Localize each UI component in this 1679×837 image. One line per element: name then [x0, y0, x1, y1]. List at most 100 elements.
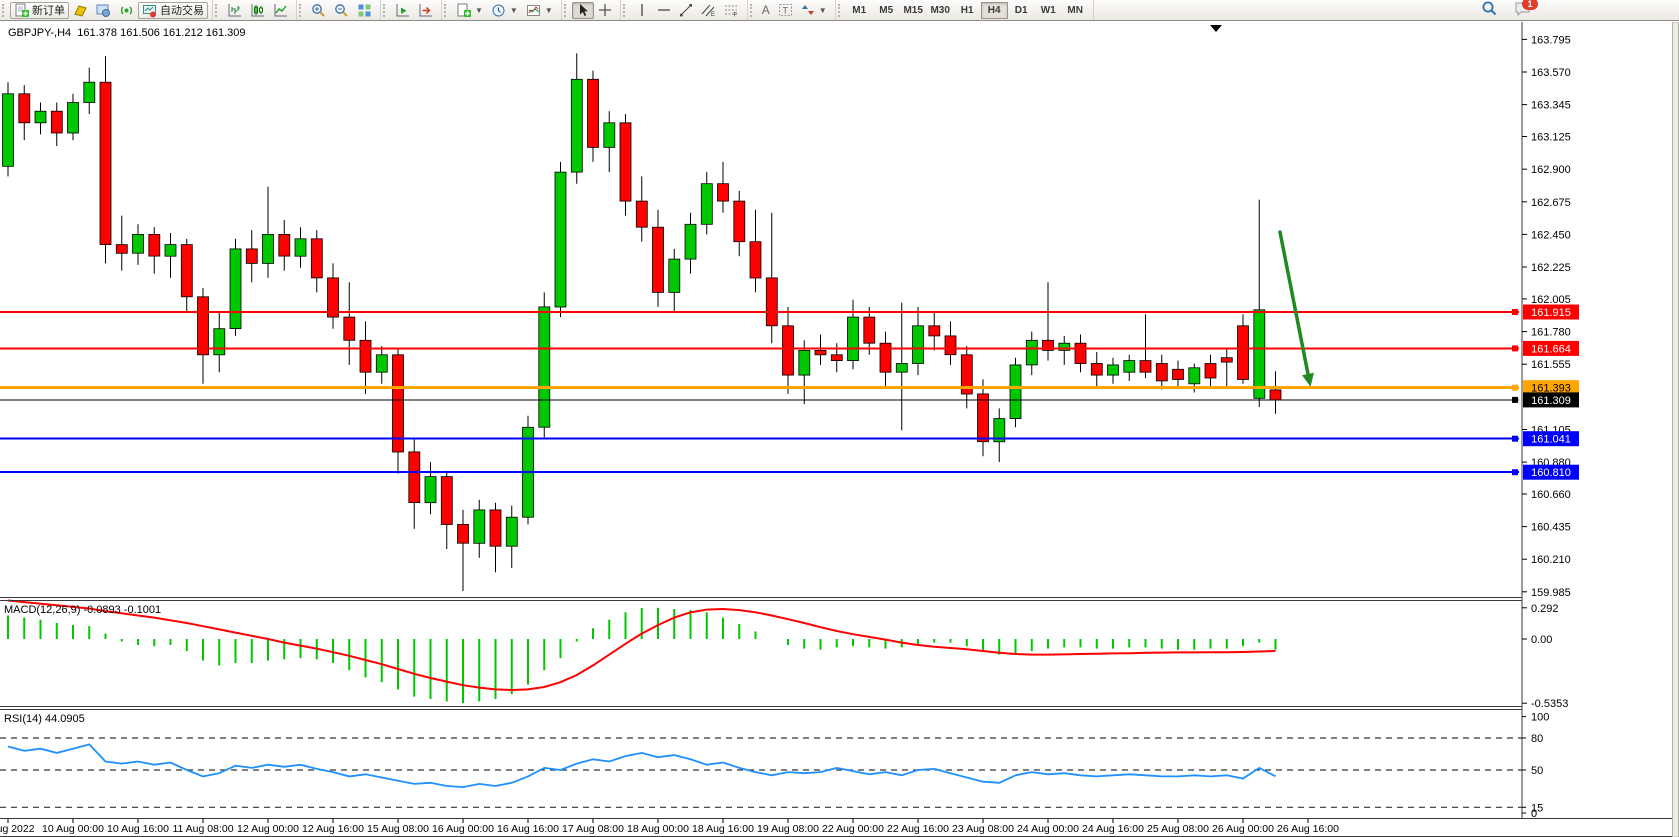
text-label-button[interactable]: T [774, 2, 797, 19]
timeframe-w1-button[interactable]: W1 [1040, 4, 1056, 16]
bull-candle [1123, 360, 1136, 373]
time-label: 25 Aug 08:00 [1147, 823, 1209, 835]
bull-candle [2, 93, 14, 167]
arrow-annotation[interactable] [1278, 230, 1314, 387]
new-order-button[interactable]: 新订单 [10, 1, 69, 19]
bear-candle [944, 335, 957, 356]
bull-candle [83, 81, 96, 103]
zoom-out-button[interactable] [330, 2, 353, 19]
equidistant-channel-button[interactable]: E [697, 2, 720, 19]
timeframe-m30-button[interactable]: M30 [930, 4, 950, 16]
text-button[interactable]: A [758, 2, 774, 19]
chart-shift-marker[interactable] [1210, 25, 1222, 32]
fibonacci-button[interactable]: F [720, 2, 743, 19]
chart-canvas[interactable]: 163.795 163.570 163.345 163.125 162.900 162.6… [0, 22, 1679, 837]
bar-chart-button[interactable] [223, 2, 246, 19]
bear-candle [1090, 363, 1103, 376]
auto-trading-label: 自动交易 [160, 5, 204, 17]
profiles-button[interactable] [92, 2, 115, 19]
arrows-dropdown[interactable]: ▼ [797, 2, 831, 19]
price-axis[interactable]: 163.795 163.570 163.345 163.125 162.900 162.6… [1522, 34, 1579, 820]
toolbar-group-zoom [297, 0, 381, 20]
time-label: 17 Aug 08:00 [562, 823, 624, 835]
timeframe-h4-button[interactable]: H4 [980, 1, 1008, 19]
bear-candle [717, 183, 729, 202]
chart-window[interactable]: 163.795 163.570 163.345 163.125 162.900 162.6… [0, 22, 1679, 837]
notifications-button[interactable]: 1 [1514, 0, 1538, 20]
bull-candle [132, 233, 144, 254]
bear-candle [148, 233, 161, 257]
price-badge [1523, 380, 1579, 396]
bear-candle [180, 244, 193, 298]
time-label: 12 Aug 00:00 [237, 823, 299, 835]
trendline-button[interactable] [675, 2, 697, 19]
price-tick-label: 159.985 [1531, 587, 1571, 599]
timeframe-m5-button[interactable]: M5 [879, 4, 894, 16]
horizontal-line-button[interactable] [653, 2, 675, 19]
auto-trading-button[interactable]: 自动交易 [138, 1, 208, 19]
chevron-down-icon: ▼ [509, 5, 518, 15]
bear-candle [619, 122, 632, 202]
rsi-tick-label: 80 [1531, 733, 1543, 745]
bull-candle [912, 325, 924, 364]
time-label: 16 Aug 16:00 [497, 823, 559, 835]
horizontal-line-icon [657, 3, 671, 17]
price-tick-label: 163.795 [1531, 34, 1571, 46]
timeframe-m15-button[interactable]: M15 [903, 4, 923, 16]
price-badge-label: 161.309 [1531, 395, 1571, 407]
timeframe-h1-button[interactable]: H1 [960, 4, 974, 16]
timeframe-d1-button[interactable]: D1 [1014, 4, 1028, 16]
bear-candle [359, 339, 372, 373]
new-chart-dropdown[interactable]: ▼ [452, 2, 487, 19]
bull-candle [1009, 364, 1022, 419]
time-label: 22 Aug 00:00 [822, 823, 884, 835]
bear-candle [310, 238, 323, 279]
timeframe-m1-button[interactable]: M1 [852, 4, 867, 16]
svg-text:E: E [711, 12, 715, 17]
chart-shift-button[interactable] [414, 2, 437, 19]
tile-windows-button[interactable] [353, 2, 376, 19]
zoom-in-button[interactable] [307, 2, 330, 19]
alerts-button[interactable] [115, 2, 138, 19]
price-tick-label: 160.210 [1531, 554, 1571, 566]
vertical-line-button[interactable] [631, 2, 653, 19]
bear-candle [1042, 339, 1054, 351]
bear-candle [327, 277, 339, 318]
indicators-dropdown[interactable]: ▼ [522, 2, 557, 19]
macd-tick-label: 0.292 [1531, 603, 1559, 615]
time-label: 12 Aug 16:00 [302, 823, 364, 835]
price-badge [1523, 304, 1579, 320]
bull-candle [847, 316, 859, 362]
chevron-down-icon: ▼ [475, 5, 483, 15]
bear-candle [1155, 363, 1168, 382]
rsi-line [7, 743, 1276, 789]
macd-tick-label: -0.5353 [1531, 698, 1568, 710]
crosshair-button[interactable] [594, 2, 616, 19]
toolbar-group-dropdowns: ▼ ▼ ▼ [442, 0, 562, 20]
fibonacci-icon: F [724, 3, 739, 17]
zoom-out-icon [334, 3, 349, 18]
chevron-down-icon: ▼ [818, 5, 827, 15]
hline-anchor [1512, 309, 1518, 315]
styles-button[interactable] [69, 2, 92, 19]
periods-dropdown[interactable]: ▼ [487, 2, 522, 19]
cursor-icon [576, 3, 590, 17]
chart-shift-icon [418, 3, 433, 18]
cursor-button[interactable] [571, 1, 594, 19]
candlestick-chart-button[interactable] [246, 2, 269, 19]
bear-candle [489, 509, 502, 547]
auto-scroll-button[interactable] [391, 2, 414, 19]
tile-windows-icon [357, 3, 372, 18]
line-chart-button[interactable] [269, 2, 292, 19]
price-badge [1523, 431, 1579, 447]
toolbar-group-lines: E F [621, 0, 748, 20]
search-icon[interactable] [1481, 0, 1498, 20]
horizontal-lines[interactable] [0, 309, 1519, 476]
down-arrow-line[interactable] [1278, 230, 1310, 376]
price-tick-label: 161.780 [1531, 327, 1571, 339]
bull-candle [213, 328, 226, 356]
timeframe-mn-button[interactable]: MN [1067, 4, 1083, 16]
bear-candle [1220, 357, 1233, 363]
time-label: 26 Aug 00:00 [1212, 823, 1274, 835]
